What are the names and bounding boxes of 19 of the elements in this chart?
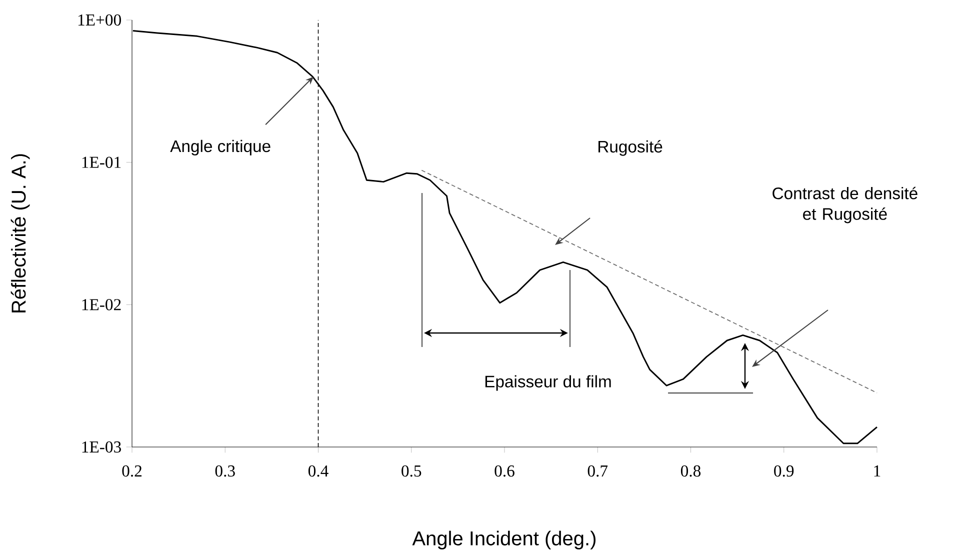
- y-tick-label: 1E+00: [78, 14, 121, 26]
- y-axis-title: Réflectivité (U. A.): [10, 154, 30, 312]
- x-tick-label: 0.6: [494, 465, 514, 477]
- x-tick-label: 0.4: [308, 465, 328, 477]
- x-tick-label: 0.9: [774, 465, 794, 477]
- y-tick-label: 1E-03: [82, 441, 121, 453]
- y-tick-label: 1E-01: [82, 156, 121, 168]
- annotation: Contrast de densité et Rugosité: [772, 186, 918, 224]
- annotation: Epaisseur du film: [485, 375, 611, 391]
- x-tick-label: 0.2: [122, 465, 142, 477]
- x-tick-label: 0.3: [215, 465, 235, 477]
- y-tick-label: 1E-02: [82, 299, 121, 310]
- annotation: Rugosité: [598, 140, 662, 156]
- x-axis-title: Angle Incident (deg.): [412, 530, 596, 550]
- x-tick-label: 0.8: [680, 465, 701, 477]
- annotation: Angle critique: [170, 140, 270, 156]
- x-tick-label: 0.5: [402, 465, 422, 477]
- x-tick-label: 0.7: [588, 465, 608, 477]
- x-tick-label: 1: [874, 465, 880, 476]
